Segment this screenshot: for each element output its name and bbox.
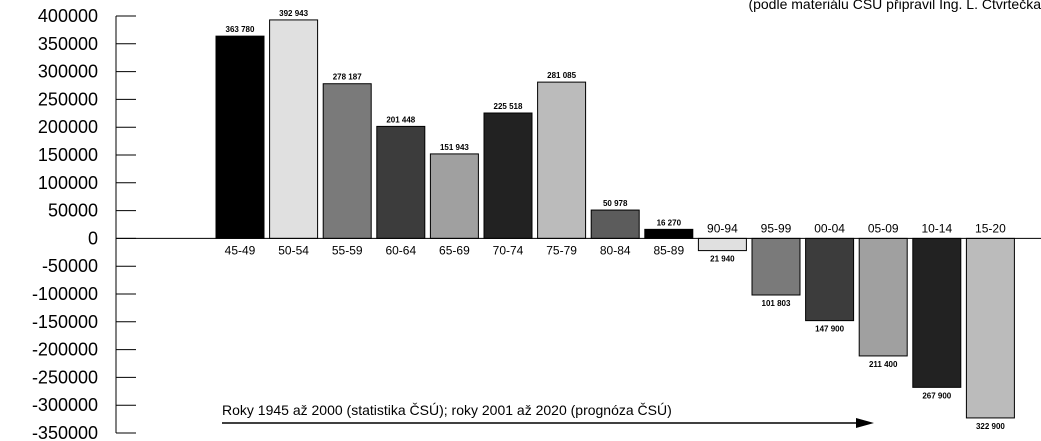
y-tick-label: 200000 bbox=[38, 117, 98, 137]
y-tick-label: -50000 bbox=[42, 256, 98, 276]
data-label: 201 448 bbox=[386, 115, 415, 124]
bar-10-14 bbox=[912, 237, 962, 388]
y-tick-label: -100000 bbox=[32, 284, 98, 304]
x-tick-label: 95-99 bbox=[761, 221, 792, 235]
x-tick-label: 50-54 bbox=[278, 243, 309, 257]
x-tick-label: 65-69 bbox=[439, 243, 470, 257]
x-tick-label: 75-79 bbox=[546, 243, 577, 257]
y-tick-label: -300000 bbox=[32, 395, 98, 415]
data-label: 16 270 bbox=[657, 218, 682, 227]
data-label: 50 978 bbox=[603, 199, 628, 208]
data-label: 21 940 bbox=[710, 255, 735, 264]
bar-85-89 bbox=[644, 228, 694, 239]
y-tick-label: -250000 bbox=[32, 367, 98, 387]
data-label: 101 803 bbox=[762, 299, 791, 308]
x-tick-label: 85-89 bbox=[653, 243, 684, 257]
bars: 45-49 363 780 50-54 392 943 55-59 278 187 60-6… bbox=[215, 9, 1015, 431]
bar-60-64 bbox=[376, 125, 426, 239]
y-tick-label: 0 bbox=[88, 228, 98, 248]
data-label: 363 780 bbox=[226, 25, 255, 34]
bar-50-54 bbox=[269, 19, 319, 239]
x-tick-label: 15-20 bbox=[975, 221, 1006, 235]
x-tick-label: 80-84 bbox=[600, 243, 631, 257]
y-tick-label: 50000 bbox=[48, 201, 98, 221]
y-tick-label: -350000 bbox=[32, 423, 98, 441]
data-label: 267 900 bbox=[922, 391, 951, 400]
data-label: 392 943 bbox=[279, 9, 308, 18]
y-tick-label: -200000 bbox=[32, 340, 98, 360]
y-tick-label: 350000 bbox=[38, 34, 98, 54]
x-tick-label: 70-74 bbox=[493, 243, 524, 257]
data-label: 225 518 bbox=[494, 102, 523, 111]
bar-70-74 bbox=[483, 112, 533, 239]
bar-55-59 bbox=[322, 83, 372, 239]
data-label: 151 943 bbox=[440, 143, 469, 152]
x-tick-label: 05-09 bbox=[868, 221, 899, 235]
x-tick-label: 55-59 bbox=[332, 243, 363, 257]
bar-90-94 bbox=[697, 237, 747, 252]
bar-05-09 bbox=[858, 237, 908, 357]
bar-95-99 bbox=[751, 237, 801, 296]
bar-80-84 bbox=[590, 209, 640, 239]
data-label: 281 085 bbox=[547, 71, 576, 80]
bar-75-79 bbox=[537, 81, 587, 239]
y-tick-label: 400000 bbox=[38, 6, 98, 26]
bar-45-49 bbox=[215, 35, 265, 239]
bar-00-04 bbox=[805, 237, 855, 322]
footnote-group: Roky 1945 až 2000 (statistika ČSÚ); roky… bbox=[222, 402, 874, 428]
y-tick-label: 150000 bbox=[38, 145, 98, 165]
data-label: 278 187 bbox=[333, 73, 362, 82]
x-tick-label: 10-14 bbox=[921, 221, 952, 235]
arrow-head-icon bbox=[856, 418, 874, 428]
source-note: (podle materiálu ČSÚ připravil Ing. L. Č… bbox=[748, 0, 1041, 12]
data-label: 211 400 bbox=[869, 360, 898, 369]
x-tick-label: 45-49 bbox=[225, 243, 256, 257]
bar-65-69 bbox=[429, 153, 479, 239]
y-tick-label: -150000 bbox=[32, 312, 98, 332]
y-tick-label: 100000 bbox=[38, 173, 98, 193]
x-tick-label: 90-94 bbox=[707, 221, 738, 235]
data-label: 147 900 bbox=[815, 325, 844, 334]
x-tick-label: 60-64 bbox=[385, 243, 416, 257]
y-tick-label: 300000 bbox=[38, 62, 98, 82]
data-label: 322 900 bbox=[976, 422, 1005, 431]
y-tick-label: 250000 bbox=[38, 89, 98, 109]
footnote-text: Roky 1945 až 2000 (statistika ČSÚ); roky… bbox=[222, 402, 672, 418]
x-tick-label: 00-04 bbox=[814, 221, 845, 235]
bar-15-20 bbox=[965, 237, 1015, 419]
y-axis: 400000 350000 300000 250000 200000 150000 1000… bbox=[32, 6, 136, 441]
